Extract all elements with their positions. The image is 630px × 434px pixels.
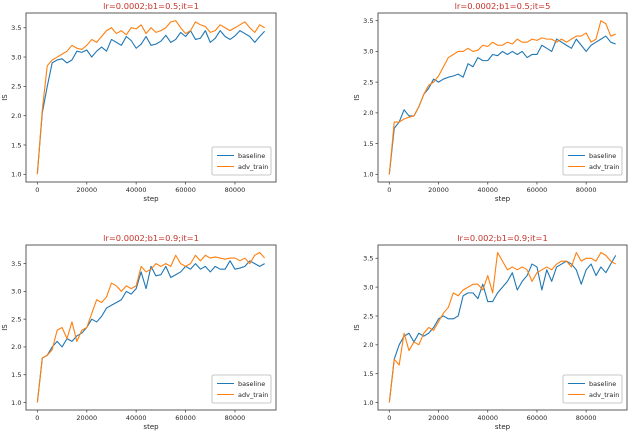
y-tick-label: 1.0 [363, 399, 373, 407]
chart-canvas: 0 20000 40000 60000 80000 1.0 1.5 2.0 2.5 3.0 3.5 l… [353, 233, 628, 431]
legend-label-adv_train: adv_train [238, 163, 268, 171]
series-line-adv_train [388, 251, 616, 403]
x-tick-label: 20000 [428, 414, 449, 422]
x-tick-label: 20000 [76, 186, 97, 194]
y-axis-label: IS [1, 94, 9, 101]
y-tick-label: 3.5 [363, 17, 373, 25]
x-tick-label: 80000 [225, 414, 246, 422]
chart-canvas: 0 20000 40000 60000 80000 1.0 1.5 2.0 2.5 3.0 3.5 l… [353, 1, 628, 203]
chart-title: lr=0.0002;b1=0.5;it=5 [455, 1, 551, 11]
chart-title: lr=0.0002;b1=0.5;it=1 [103, 1, 199, 11]
y-tick-label: 1.0 [11, 399, 21, 407]
y-tick-label: 1.5 [363, 140, 373, 148]
legend-label-baseline: baseline [238, 380, 265, 388]
y-tick-label: 3.5 [11, 260, 21, 268]
legend: baseline adv_train [562, 146, 623, 176]
y-tick-label: 1.5 [11, 141, 21, 149]
series-line-baseline [388, 35, 616, 175]
x-tick-label: 60000 [527, 186, 548, 194]
y-tick-label: 1.5 [11, 371, 21, 379]
chart-title: lr=0.0002;b1=0.9;it=1 [103, 233, 199, 243]
y-tick-label: 2.0 [363, 109, 373, 117]
legend-box [211, 146, 272, 176]
chart-canvas: 0 20000 40000 60000 80000 1.0 1.5 2.0 2.5 3.0 3.5 l… [1, 233, 277, 431]
chart-panel-top-right: 0 20000 40000 60000 80000 1.0 1.5 2.0 2.5 3.0 3.5 l… [315, 0, 630, 217]
series-line-adv_train [388, 20, 616, 175]
x-tick-label: 40000 [477, 414, 498, 422]
y-tick-label: 2.5 [11, 83, 21, 91]
y-tick-label: 2.0 [363, 341, 373, 349]
legend-label-baseline: baseline [238, 152, 265, 160]
x-tick-label: 80000 [576, 186, 597, 194]
x-axis-label: step [143, 423, 159, 431]
y-tick-label: 3.0 [363, 283, 373, 291]
x-tick-label: 0 [387, 414, 391, 422]
legend-label-adv_train: adv_train [589, 163, 619, 171]
chart-canvas: 0 20000 40000 60000 80000 1.0 1.5 2.0 2.5 3.0 3.5 l… [1, 1, 277, 203]
y-tick-label: 1.5 [363, 370, 373, 378]
y-tick-label: 3.5 [11, 24, 21, 32]
series-line-baseline [388, 255, 617, 403]
y-tick-label: 2.5 [11, 315, 21, 323]
y-axis-label: IS [353, 94, 361, 101]
y-axis-label: IS [1, 324, 9, 331]
legend-box [562, 146, 623, 176]
chart-panel-top-left: 0 20000 40000 60000 80000 1.0 1.5 2.0 2.5 3.0 3.5 l… [0, 0, 315, 217]
chart-panel-bottom-right: 0 20000 40000 60000 80000 1.0 1.5 2.0 2.5 3.0 3.5 l… [315, 217, 630, 434]
legend-box [562, 374, 623, 404]
x-axis-label: step [143, 195, 159, 203]
series-line-baseline [36, 30, 266, 174]
y-tick-label: 2.5 [363, 312, 373, 320]
legend-label-adv_train: adv_train [238, 391, 268, 399]
chart-title: lr=0.002;b1=0.9;it=1 [457, 233, 548, 243]
y-tick-label: 3.0 [11, 53, 21, 61]
x-tick-label: 80000 [576, 414, 597, 422]
series-line-adv_train [36, 20, 265, 175]
y-tick-label: 3.0 [363, 48, 373, 56]
x-tick-label: 20000 [428, 186, 449, 194]
legend-label-baseline: baseline [589, 152, 616, 160]
x-tick-label: 60000 [175, 186, 196, 194]
x-tick-label: 20000 [76, 414, 97, 422]
chart-panel-bottom-left: 0 20000 40000 60000 80000 1.0 1.5 2.0 2.5 3.0 3.5 l… [0, 217, 315, 434]
legend-box [211, 374, 272, 404]
y-tick-label: 3.0 [11, 288, 21, 296]
y-tick-label: 1.0 [363, 171, 373, 179]
legend-label-baseline: baseline [589, 380, 616, 388]
legend: baseline adv_train [562, 374, 623, 404]
series-line-baseline [36, 260, 265, 403]
y-tick-label: 1.0 [11, 171, 21, 179]
series-line-adv_train [36, 251, 266, 403]
y-tick-label: 2.0 [11, 112, 21, 120]
legend: baseline adv_train [211, 374, 272, 404]
x-tick-label: 0 [387, 186, 391, 194]
x-axis-label: step [495, 423, 511, 431]
x-tick-label: 0 [35, 414, 39, 422]
y-tick-label: 2.0 [11, 343, 21, 351]
y-axis-label: IS [353, 324, 361, 331]
y-tick-label: 3.5 [363, 255, 373, 263]
x-tick-label: 40000 [477, 186, 498, 194]
x-tick-label: 60000 [527, 414, 548, 422]
x-tick-label: 80000 [225, 186, 246, 194]
x-tick-label: 60000 [175, 414, 196, 422]
legend: baseline adv_train [211, 146, 272, 176]
x-tick-label: 40000 [126, 414, 147, 422]
x-axis-label: step [495, 195, 511, 203]
x-tick-label: 0 [35, 186, 39, 194]
legend-label-adv_train: adv_train [589, 391, 619, 399]
x-tick-label: 40000 [126, 186, 147, 194]
y-tick-label: 2.5 [363, 78, 373, 86]
